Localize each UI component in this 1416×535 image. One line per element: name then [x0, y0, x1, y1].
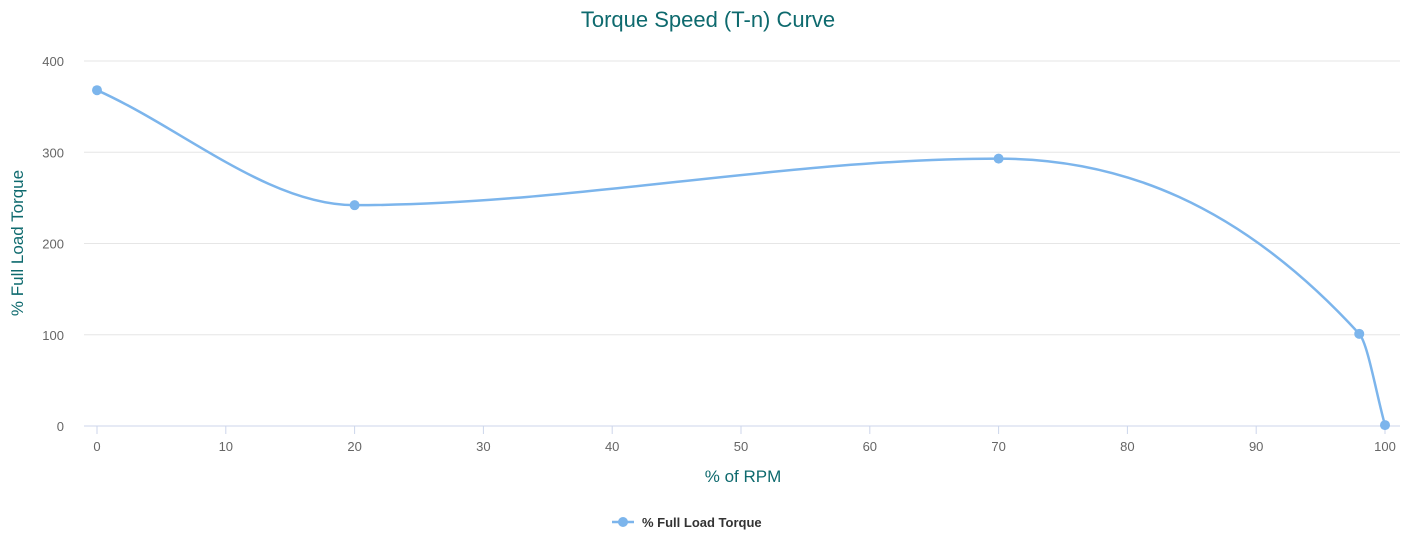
x-tick-label: 0: [93, 439, 100, 454]
x-tick-label: 80: [1120, 439, 1134, 454]
y-tick-label: 0: [57, 419, 64, 434]
legend-marker: [618, 517, 628, 527]
x-tick-label: 90: [1249, 439, 1263, 454]
data-point-marker[interactable]: [993, 153, 1004, 164]
x-tick-label: 100: [1374, 439, 1396, 454]
x-axis-title: % of RPM: [705, 467, 782, 486]
data-point-marker[interactable]: [92, 85, 102, 96]
data-point-marker[interactable]: [1380, 420, 1390, 431]
x-tick-label: 70: [991, 439, 1005, 454]
y-axis-title: % Full Load Torque: [8, 170, 27, 316]
y-axis: 0 100 200 300 400: [42, 54, 64, 434]
chart-title: Torque Speed (T-n) Curve: [581, 7, 835, 32]
legend-label: % Full Load Torque: [642, 515, 762, 530]
series-group: [92, 85, 1390, 431]
x-tick-label: 20: [347, 439, 361, 454]
y-tick-label: 100: [42, 328, 64, 343]
x-tick-label: 10: [219, 439, 233, 454]
series-line: [96, 89, 1387, 426]
y-tick-label: 300: [42, 145, 64, 160]
y-tick-label: 200: [42, 237, 64, 252]
x-tick-label: 60: [863, 439, 877, 454]
x-tick-label: 50: [734, 439, 748, 454]
y-tick-label: 400: [42, 54, 64, 69]
legend-item[interactable]: % Full Load Torque: [612, 515, 762, 530]
data-point-marker[interactable]: [1354, 328, 1365, 339]
x-tick-label: 30: [476, 439, 490, 454]
x-axis: 0 10 20 30 40 50 60 70 80 90 100: [93, 426, 1396, 454]
x-tick-label: 40: [605, 439, 619, 454]
data-point-marker[interactable]: [349, 200, 360, 211]
legend[interactable]: % Full Load Torque: [612, 515, 762, 530]
grid: [84, 60, 1400, 427]
